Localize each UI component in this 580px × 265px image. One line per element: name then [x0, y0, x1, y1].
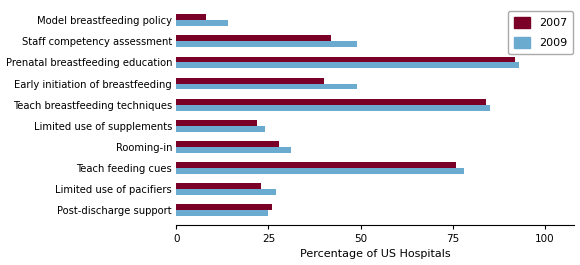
Bar [176, 20, 228, 26]
Bar [176, 63, 519, 68]
Bar [176, 120, 258, 126]
Bar [176, 99, 486, 105]
Bar [176, 14, 206, 20]
X-axis label: Percentage of US Hospitals: Percentage of US Hospitals [300, 249, 451, 259]
Bar [176, 147, 291, 153]
Bar [176, 126, 264, 132]
Bar [176, 189, 276, 195]
Bar [176, 204, 272, 210]
Bar [176, 78, 324, 83]
Bar [176, 168, 464, 174]
Bar [176, 83, 357, 90]
Bar [176, 183, 261, 189]
Bar [176, 162, 456, 168]
Bar [176, 105, 490, 111]
Bar [176, 210, 269, 216]
Bar [176, 41, 357, 47]
Bar [176, 36, 331, 41]
Bar [176, 141, 280, 147]
Bar [176, 57, 516, 63]
Legend: 2007, 2009: 2007, 2009 [508, 11, 573, 54]
